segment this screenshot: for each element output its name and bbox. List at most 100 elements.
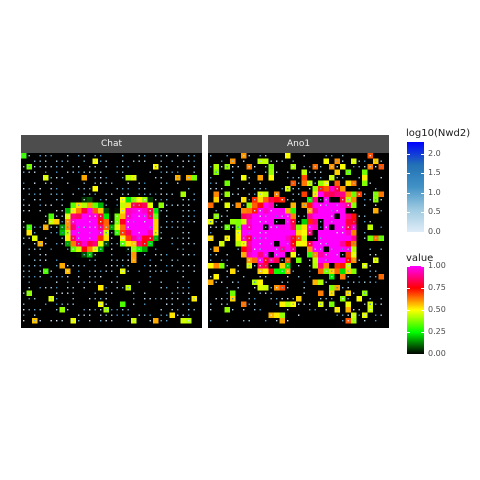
point-mark bbox=[331, 221, 333, 223]
point-mark bbox=[292, 303, 294, 305]
point-mark bbox=[28, 287, 30, 289]
point-mark bbox=[248, 298, 250, 300]
point-mark bbox=[248, 182, 250, 184]
point-mark bbox=[320, 177, 322, 179]
point-mark bbox=[309, 270, 311, 272]
point-mark bbox=[171, 292, 173, 294]
point-mark bbox=[287, 281, 289, 283]
point-mark bbox=[116, 259, 118, 261]
point-mark bbox=[61, 160, 63, 162]
point-mark bbox=[248, 199, 250, 201]
point-mark bbox=[122, 177, 124, 179]
point-mark bbox=[144, 160, 146, 162]
point-mark bbox=[61, 215, 63, 217]
point-mark bbox=[182, 160, 184, 162]
point-mark bbox=[160, 287, 162, 289]
point-mark bbox=[336, 188, 338, 190]
point-mark bbox=[50, 221, 52, 223]
heatmap-cell bbox=[230, 268, 236, 274]
heatmap-cell bbox=[301, 180, 307, 186]
point-mark bbox=[160, 270, 162, 272]
point-mark bbox=[358, 314, 360, 316]
point-mark bbox=[226, 226, 228, 228]
heatmap-cell bbox=[296, 296, 302, 302]
point-mark bbox=[94, 160, 96, 162]
point-mark bbox=[369, 298, 371, 300]
point-mark bbox=[303, 204, 305, 206]
heatmap-cell bbox=[329, 301, 335, 307]
point-mark bbox=[276, 221, 278, 223]
point-mark bbox=[281, 215, 283, 217]
heatmap-cell bbox=[318, 268, 324, 274]
heatmap-cell bbox=[279, 318, 285, 324]
point-mark bbox=[309, 199, 311, 201]
point-mark bbox=[309, 309, 311, 311]
point-mark bbox=[89, 276, 91, 278]
point-mark bbox=[309, 210, 311, 212]
point-mark bbox=[188, 237, 190, 239]
point-mark bbox=[45, 287, 47, 289]
point-mark bbox=[309, 276, 311, 278]
heatmap-cell bbox=[131, 252, 137, 258]
heatmap-cell bbox=[329, 235, 335, 241]
heatmap-cell bbox=[114, 208, 120, 214]
heatmap-cell bbox=[351, 235, 357, 241]
point-mark bbox=[237, 226, 239, 228]
point-mark bbox=[67, 155, 69, 157]
point-mark bbox=[56, 166, 58, 168]
heatmap-cell bbox=[142, 235, 148, 241]
point-mark bbox=[364, 303, 366, 305]
point-mark bbox=[369, 303, 371, 305]
point-mark bbox=[28, 204, 30, 206]
point-mark bbox=[237, 232, 239, 234]
point-mark bbox=[149, 320, 151, 322]
point-mark bbox=[188, 265, 190, 267]
point-mark bbox=[160, 314, 162, 316]
heatmap-cell bbox=[142, 224, 148, 230]
point-mark bbox=[232, 204, 234, 206]
point-mark bbox=[116, 221, 118, 223]
heatmap-cell bbox=[340, 241, 346, 247]
point-mark bbox=[188, 199, 190, 201]
point-mark bbox=[122, 199, 124, 201]
point-mark bbox=[380, 166, 382, 168]
point-mark bbox=[133, 248, 135, 250]
heatmap-cell bbox=[114, 224, 120, 230]
point-mark bbox=[155, 254, 157, 256]
point-mark bbox=[166, 320, 168, 322]
point-mark bbox=[39, 243, 41, 245]
point-mark bbox=[155, 210, 157, 212]
point-mark bbox=[105, 298, 107, 300]
point-mark bbox=[292, 160, 294, 162]
point-mark bbox=[45, 259, 47, 261]
point-mark bbox=[248, 259, 250, 261]
point-mark bbox=[259, 265, 261, 267]
point-mark bbox=[177, 166, 179, 168]
heatmap-cell bbox=[230, 219, 236, 225]
point-mark bbox=[105, 309, 107, 311]
point-mark bbox=[182, 226, 184, 228]
heatmap-cell bbox=[345, 301, 351, 307]
point-mark bbox=[45, 160, 47, 162]
heatmap-cell bbox=[334, 241, 340, 247]
heatmap-cell bbox=[323, 263, 329, 269]
point-mark bbox=[100, 221, 102, 223]
point-mark bbox=[276, 204, 278, 206]
point-mark bbox=[34, 232, 36, 234]
point-mark bbox=[166, 298, 168, 300]
point-mark bbox=[314, 193, 316, 195]
point-mark bbox=[111, 281, 113, 283]
point-mark bbox=[50, 320, 52, 322]
heatmap-cell bbox=[329, 285, 335, 291]
heatmap-cell bbox=[131, 230, 137, 236]
point-mark bbox=[133, 259, 135, 261]
point-mark bbox=[353, 160, 355, 162]
heatmap-cell bbox=[340, 257, 346, 263]
point-mark bbox=[45, 254, 47, 256]
point-mark bbox=[287, 221, 289, 223]
point-mark bbox=[364, 199, 366, 201]
heatmap-cell bbox=[268, 164, 274, 170]
point-mark bbox=[28, 237, 30, 239]
point-mark bbox=[347, 320, 349, 322]
point-mark bbox=[89, 188, 91, 190]
